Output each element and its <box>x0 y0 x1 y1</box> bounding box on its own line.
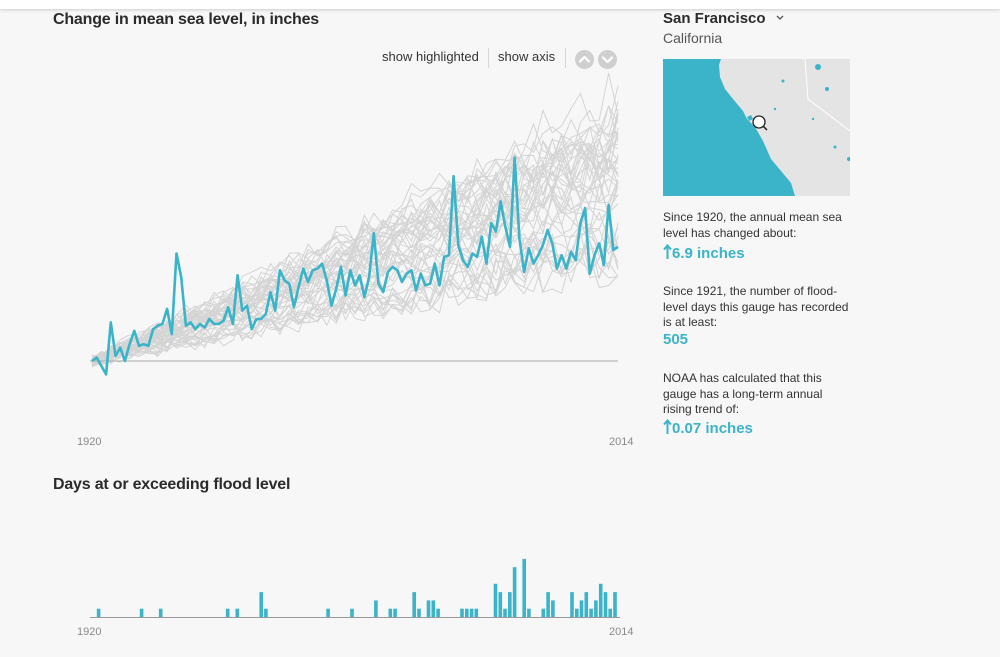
flood-day-bar <box>613 592 617 617</box>
flood-day-bar <box>235 608 240 617</box>
flood-day-bar <box>326 608 330 617</box>
other-station-line <box>91 105 619 363</box>
top-bar <box>0 0 1000 9</box>
other-station-line <box>91 183 619 363</box>
station-sidebar: San Francisco California <box>663 10 863 46</box>
control-divider <box>565 48 566 68</box>
location-marker <box>752 115 766 129</box>
flood-day-bar <box>474 608 479 617</box>
other-station-line <box>91 233 619 364</box>
other-station-line <box>91 234 619 358</box>
stat-flood-days-value: 505 <box>663 331 689 348</box>
other-stations-lines <box>91 72 619 368</box>
show-axis-button[interactable]: show axis <box>498 49 556 64</box>
flood-day-bar <box>259 592 263 617</box>
chevron-down-icon[interactable] <box>598 50 617 69</box>
flood-day-bar <box>350 608 354 617</box>
other-station-line <box>91 127 619 359</box>
location-map[interactable] <box>663 59 850 196</box>
flood-day-bar <box>575 608 579 617</box>
arrow-up-icon <box>663 243 672 259</box>
flood-day-bar <box>603 592 608 617</box>
other-station-line <box>91 238 619 361</box>
flood-day-bar <box>584 592 589 617</box>
chevron-down-icon <box>776 15 784 20</box>
stat-trend-number: 0.07 inches <box>672 420 753 437</box>
other-station-line <box>91 133 619 362</box>
station-name: San Francisco <box>663 10 766 27</box>
flood-day-bar <box>460 608 464 617</box>
x-axis-start-label: 1920 <box>77 436 102 448</box>
flood-day-bar <box>570 592 574 617</box>
flood-day-bar <box>551 600 555 617</box>
flood-day-bar <box>96 608 101 617</box>
x-axis-end-label: 2014 <box>609 436 634 448</box>
other-station-line <box>91 114 619 361</box>
bar-x-axis-start-label: 1920 <box>77 626 102 638</box>
stat-trend-text: NOAA has calculated that this gauge has … <box>663 371 823 416</box>
flood-chart-title: Days at or exceeding flood level <box>53 476 291 493</box>
sea-level-chart-title: Change in mean sea level, in inches <box>53 11 319 28</box>
stat-sea-level-text: Since 1920, the annual mean sea level ha… <box>663 210 842 240</box>
flood-day-bar <box>465 608 469 617</box>
other-station-line <box>91 227 619 366</box>
flood-day-bar <box>579 600 584 617</box>
flood-day-bar <box>589 608 593 617</box>
flood-day-bar <box>388 608 393 617</box>
stat-trend-value: 0.07 inches <box>663 418 753 437</box>
series-line-san-francisco <box>91 156 619 376</box>
flood-day-bar <box>503 608 507 617</box>
show-highlighted-button[interactable]: show highlighted <box>382 49 479 64</box>
flood-day-bar <box>139 608 144 617</box>
flood-day-bar <box>426 600 431 617</box>
station-selector[interactable]: San Francisco <box>663 10 863 28</box>
arrow-up-icon <box>663 418 672 434</box>
flood-day-bar <box>512 567 517 617</box>
flood-day-bar <box>412 592 416 617</box>
flood-day-bar <box>417 608 421 617</box>
stat-sea-level-value: 6.9 inches <box>663 243 745 262</box>
stat-sea-level-number: 6.9 inches <box>672 245 745 262</box>
flood-day-bar <box>608 608 612 617</box>
flood-day-bar <box>598 583 603 617</box>
flood-day-bar <box>498 592 503 617</box>
flood-day-bar <box>493 583 498 617</box>
state-name: California <box>663 30 723 46</box>
chart-controls: show highlighted show axis <box>372 47 622 71</box>
other-station-line <box>91 179 619 364</box>
flood-day-bar <box>594 600 598 617</box>
control-divider <box>488 48 489 68</box>
flood-day-bar <box>522 558 526 617</box>
flood-day-bar <box>374 600 378 617</box>
flood-day-bar <box>158 608 163 617</box>
other-station-line <box>91 211 619 365</box>
flood-day-bar <box>546 592 550 617</box>
flood-day-bar <box>264 608 268 617</box>
flood-day-bar <box>436 608 440 617</box>
other-station-line <box>91 146 619 366</box>
bar-x-axis-end-label: 2014 <box>609 626 634 638</box>
flood-day-bar <box>225 608 230 617</box>
flood-day-bar <box>469 608 474 617</box>
flood-day-bar <box>541 608 546 617</box>
flood-day-bar <box>431 600 436 617</box>
flood-day-bar <box>508 592 512 617</box>
flood-day-bar <box>393 608 397 617</box>
flood-day-bar <box>527 608 531 617</box>
stat-flood-days-text: Since 1921, the number of flood-level da… <box>663 284 849 329</box>
chevron-up-icon[interactable] <box>575 50 594 69</box>
